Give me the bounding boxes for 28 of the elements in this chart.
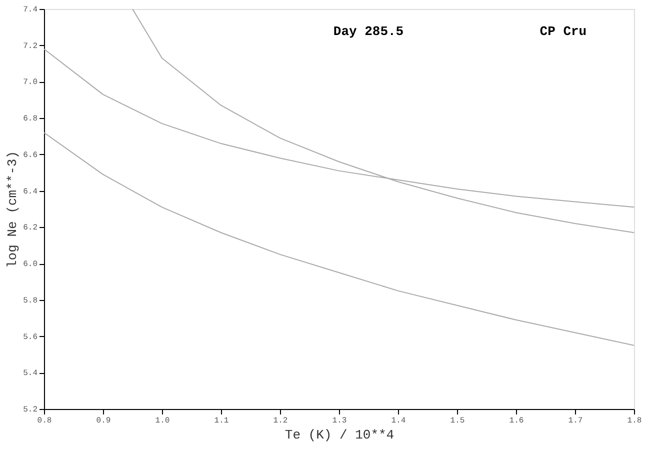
x-tick-label: 1.0 xyxy=(155,416,170,426)
y-tick-label: 7.2 xyxy=(23,42,38,51)
x-tick-label: 1.2 xyxy=(273,416,288,426)
annotation: Day 285.5 xyxy=(333,24,404,39)
x-tick-label: 1.3 xyxy=(332,416,347,426)
y-tick-label: 5.4 xyxy=(23,369,38,378)
x-tick-label: 1.1 xyxy=(214,416,229,426)
x-tick-label: 0.9 xyxy=(96,416,111,426)
y-axis-title: log Ne (cm**-3) xyxy=(5,150,20,268)
x-tick-label: 0.8 xyxy=(37,416,52,426)
y-tick-label: 5.2 xyxy=(23,406,38,414)
y-tick-label: 7.4 xyxy=(23,6,38,14)
x-tick-label: 1.5 xyxy=(450,416,465,426)
y-tick-label: 5.6 xyxy=(23,332,38,342)
y-tick-label: 5.8 xyxy=(23,296,38,306)
y-tick-label: 6.6 xyxy=(23,150,38,160)
annotation: CP Cru xyxy=(540,24,587,39)
x-tick-label: 1.6 xyxy=(509,416,524,426)
y-tick-label: 7.0 xyxy=(23,78,38,88)
x-tick-label: 1.8 xyxy=(627,416,642,426)
line-series xyxy=(44,132,634,346)
x-tick-label: 1.7 xyxy=(568,416,583,426)
x-tick-label: 1.4 xyxy=(391,416,406,426)
y-tick-label: 6.8 xyxy=(23,114,38,124)
y-tick-label: 6.0 xyxy=(23,260,38,270)
y-tick-label: 6.4 xyxy=(23,187,38,196)
x-axis-title: Te (K) / 10**4 xyxy=(284,428,394,442)
y-tick-label: 6.2 xyxy=(23,224,38,233)
